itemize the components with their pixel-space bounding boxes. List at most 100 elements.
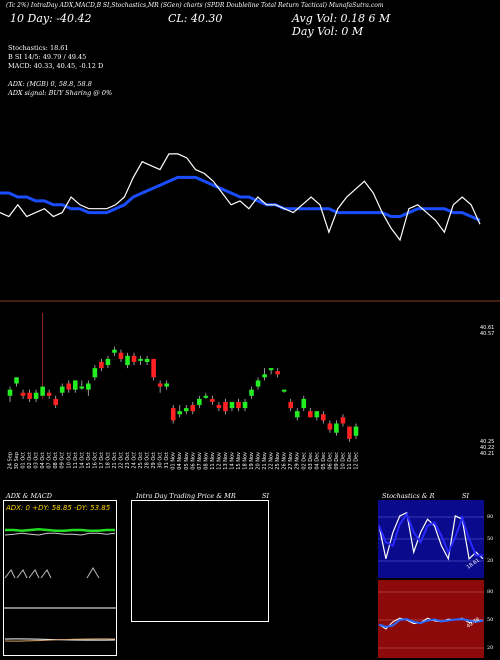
date-tick-label: 22 Nov — [269, 452, 275, 470]
date-tick-label: 09 Dec — [334, 452, 340, 470]
candle-body — [268, 368, 274, 371]
date-tick-label: 22 Oct — [118, 452, 124, 469]
date-tick-label: 08 Oct — [53, 452, 59, 469]
si-label: B SI 14/5: 49.79 / 49.45 — [8, 53, 87, 61]
date-tick-label: 03 Dec — [308, 452, 314, 470]
candle-body — [7, 389, 13, 396]
macd-signal-line — [4, 638, 116, 642]
candle-body — [118, 352, 124, 359]
date-tick-label: 13 Nov — [223, 452, 229, 470]
intraday-si-label: SI — [262, 492, 270, 500]
date-tick-label: 25 Nov — [275, 452, 281, 470]
date-tick-label: 17 Oct — [99, 452, 105, 469]
candle-body — [281, 389, 287, 392]
si-signal-line — [378, 618, 484, 628]
candle-body — [183, 408, 189, 412]
adx-signal-label: ADX signal: BUY Sharing @ 0% — [8, 89, 113, 97]
date-tick-label: 24 Sep — [8, 452, 14, 469]
candle-body — [334, 423, 339, 433]
stochastics-d-line — [378, 512, 483, 557]
date-tick-label: 01 Oct — [21, 452, 27, 469]
candle-body — [105, 358, 111, 366]
moving-average-line — [0, 175, 481, 222]
candle-body — [86, 383, 91, 390]
intraday-panel-title: Intra Day Trading Price & MR — [136, 492, 236, 500]
date-tick-label: 14 Nov — [229, 452, 235, 470]
stoch-axis-80: 80 — [487, 514, 494, 520]
stochastics-k-line — [378, 511, 484, 561]
date-tick-label: 18 Oct — [105, 452, 111, 469]
date-tick-label: 11 Nov — [210, 452, 216, 470]
si-axis-20: 20 — [487, 645, 494, 651]
date-tick-label: 30 Oct — [158, 452, 164, 469]
candle-body — [112, 349, 117, 353]
candle-body — [190, 405, 196, 412]
adx-panel-title: ADX & MACD — [6, 492, 52, 500]
candle-body — [20, 392, 26, 396]
price-label-bottom-1: 40.25 — [480, 439, 494, 445]
date-tick-label: 04 Oct — [40, 452, 46, 469]
date-tick-label: 29 Nov — [295, 452, 301, 470]
candle-body — [301, 398, 307, 409]
candle-body — [59, 386, 65, 393]
date-tick-label: 26 Nov — [282, 452, 288, 470]
stoch-panel-title: Stochastics & R — [382, 492, 435, 500]
date-tick-label: 21 Nov — [262, 452, 268, 470]
date-tick-label: 12 Dec — [354, 452, 360, 470]
stoch-axis-20: 20 — [487, 558, 494, 564]
date-tick-label: 05 Dec — [321, 452, 327, 470]
candle-body — [288, 401, 294, 409]
date-tick-label: 15 Nov — [236, 452, 242, 470]
si-axis-80: 80 — [487, 589, 494, 595]
date-tick-label: 07 Nov — [197, 452, 203, 470]
candle-body — [125, 355, 130, 366]
intraday-panel — [131, 500, 269, 622]
stoch-axis-50: 50 — [487, 536, 494, 542]
date-tick-label: 21 Oct — [112, 452, 118, 469]
date-tick-label: 02 Oct — [27, 452, 33, 469]
candle-body — [308, 411, 313, 418]
stochastics-label: Stochastics: 18.61 — [8, 44, 69, 52]
date-tick-label: 06 Nov — [190, 452, 196, 470]
candle-body — [138, 358, 143, 361]
candle-body — [99, 361, 104, 369]
candle-body — [170, 408, 176, 421]
candle-body — [79, 386, 85, 389]
candle-body — [229, 401, 235, 409]
date-tick-label: 28 Oct — [145, 452, 151, 469]
date-tick-label: 04 Dec — [314, 452, 320, 470]
macd-line — [4, 638, 116, 641]
date-tick-label: 30 Sep — [14, 452, 20, 469]
candle-body — [177, 411, 183, 415]
date-tick-label: 11 Oct — [73, 452, 79, 469]
day-vol-label: Day Vol: 0 M — [292, 25, 364, 38]
price-chart: 40.61 40.57 40.25 40.22 40.21 24 Sep 30 S… — [0, 153, 500, 470]
adx-minus-line — [4, 532, 116, 536]
date-tick-label: 10 Oct — [66, 452, 72, 469]
ten-day-label: 10 Day: -40.42 — [10, 12, 92, 25]
si-panel: 49.79 — [378, 580, 484, 658]
date-tick-label: 06 Dec — [327, 452, 333, 470]
candle-body — [294, 411, 300, 418]
stoch-si-label: SI — [462, 492, 470, 500]
adx-histogram — [4, 567, 100, 579]
avg-vol-label: Avg Vol: 0.18 6 M — [292, 12, 391, 25]
candle-body — [327, 423, 333, 430]
adx-label: ADX: (MGB) 0, 58.8, 58.8 — [8, 80, 92, 88]
candle-body — [151, 358, 156, 378]
candle-body — [236, 401, 241, 409]
candle-body — [66, 383, 72, 390]
adx-panel-frame — [3, 500, 117, 656]
candle-body — [72, 380, 78, 390]
candle-body — [340, 417, 346, 424]
date-tick-label: 16 Oct — [92, 452, 98, 469]
date-tick-label: 12 Nov — [216, 452, 222, 470]
candle-body — [27, 392, 32, 399]
price-line — [0, 153, 481, 242]
date-tick-label: 14 Oct — [79, 452, 85, 469]
date-tick-label: 01 Nov — [171, 452, 177, 470]
date-tick-label: 24 Oct — [132, 452, 138, 469]
price-label-top-1: 40.61 — [480, 325, 494, 331]
candle-body — [314, 411, 320, 418]
candle-body — [33, 392, 39, 399]
